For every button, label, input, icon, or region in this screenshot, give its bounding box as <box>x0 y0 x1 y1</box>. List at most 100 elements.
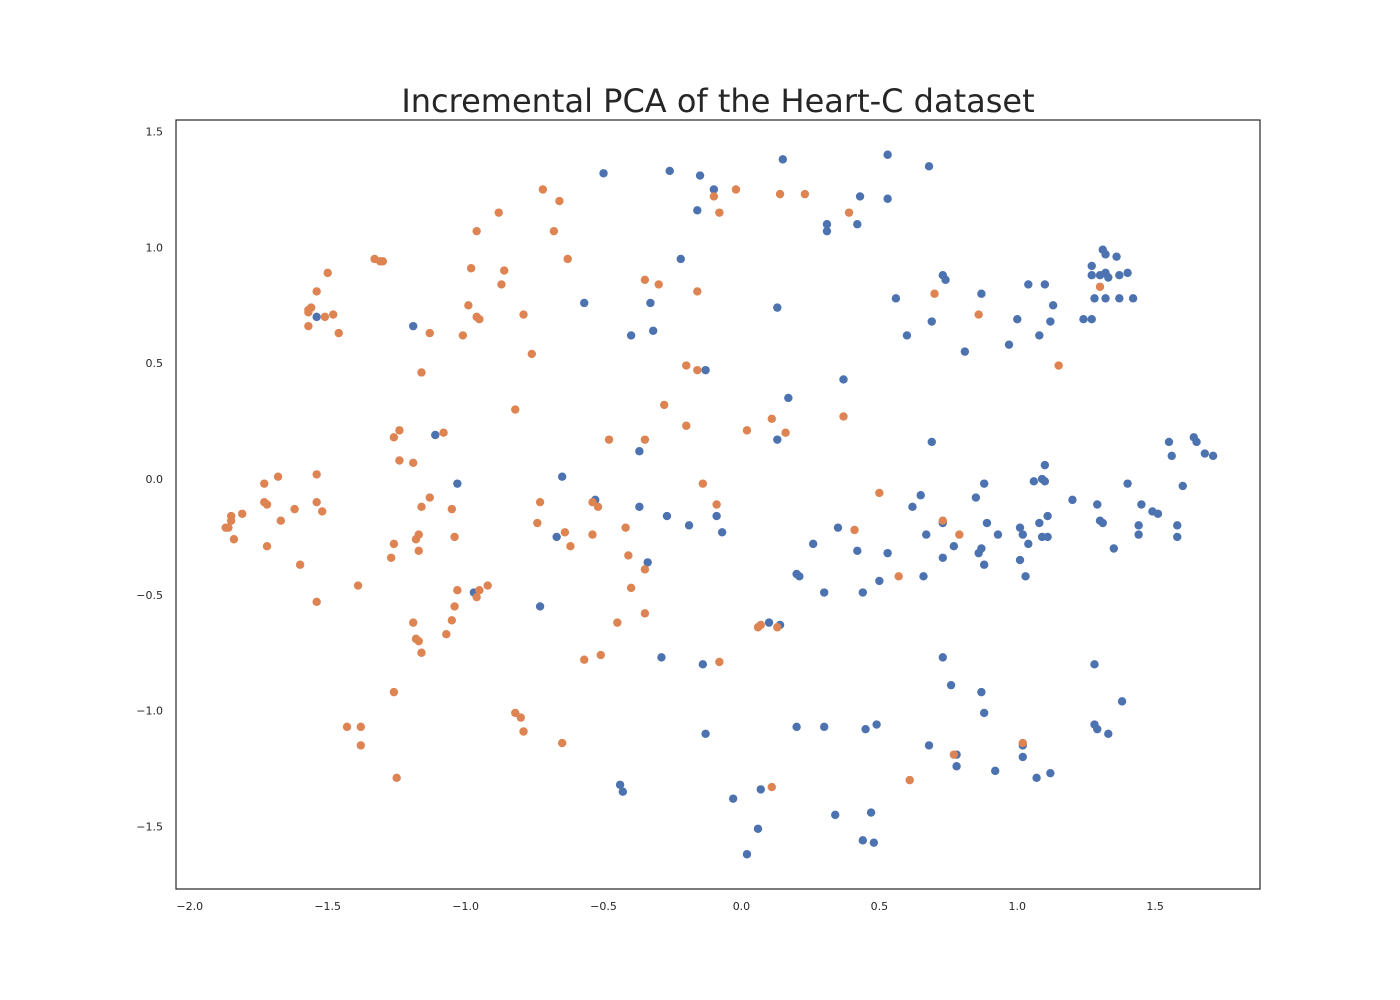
data-point <box>1117 697 1127 706</box>
data-point <box>924 162 934 171</box>
data-point <box>511 405 520 414</box>
data-point <box>450 602 459 611</box>
data-point <box>588 530 597 539</box>
data-point <box>304 308 313 317</box>
data-point <box>483 581 492 590</box>
y-tick-label: 1.0 <box>146 241 164 254</box>
data-point <box>775 189 785 199</box>
data-point <box>1018 738 1027 748</box>
data-point <box>1013 314 1022 324</box>
data-point <box>1043 532 1052 542</box>
data-point <box>941 275 950 285</box>
data-point <box>535 602 545 611</box>
data-point <box>974 548 983 558</box>
data-point <box>715 657 724 667</box>
data-point <box>1192 437 1201 447</box>
data-point <box>822 220 832 229</box>
data-point <box>808 539 818 549</box>
data-point <box>648 326 658 335</box>
data-point <box>599 169 608 178</box>
data-point <box>731 185 741 194</box>
data-point <box>312 287 321 296</box>
data-point <box>831 810 840 820</box>
data-point <box>1173 521 1182 530</box>
y-tick-label: −0.5 <box>136 589 163 602</box>
data-point <box>414 546 423 556</box>
data-point <box>1024 539 1033 549</box>
data-point <box>1015 523 1025 532</box>
data-point <box>535 497 545 507</box>
data-point <box>262 541 272 551</box>
data-point <box>924 741 934 750</box>
data-point <box>938 653 947 662</box>
data-point <box>891 294 901 303</box>
x-tick-label: −1.5 <box>314 900 341 913</box>
data-point <box>472 226 481 236</box>
data-point <box>946 680 956 690</box>
data-point <box>555 196 564 206</box>
data-point <box>475 586 484 595</box>
data-point <box>1112 252 1121 261</box>
data-point <box>566 541 575 551</box>
data-point <box>237 509 247 518</box>
data-point <box>640 565 650 574</box>
data-point <box>447 504 457 514</box>
data-point <box>1123 268 1132 278</box>
data-point <box>439 428 448 437</box>
x-tick-label: −1.0 <box>452 900 479 913</box>
data-point <box>411 535 421 544</box>
data-point <box>475 314 484 324</box>
data-point <box>1021 572 1030 581</box>
data-point <box>949 750 959 759</box>
data-point <box>1098 518 1107 528</box>
data-point <box>977 289 986 298</box>
y-tick-label: −1.5 <box>136 820 163 833</box>
data-point <box>839 412 848 421</box>
data-point <box>640 435 650 444</box>
data-point <box>1178 481 1187 491</box>
data-point <box>660 400 669 410</box>
data-point <box>665 166 674 176</box>
data-point <box>395 426 404 435</box>
data-point <box>626 583 636 593</box>
data-point <box>431 430 440 440</box>
data-point <box>580 298 589 308</box>
data-point <box>991 766 1000 776</box>
data-point <box>1004 340 1014 349</box>
data-point <box>262 500 272 509</box>
data-point <box>1040 460 1050 470</box>
data-point <box>533 518 542 528</box>
data-point <box>1040 280 1050 289</box>
data-point <box>290 504 299 514</box>
data-point <box>1095 282 1105 291</box>
data-point <box>1208 451 1218 461</box>
y-tick-label: −1.0 <box>136 705 163 718</box>
data-point <box>861 724 870 734</box>
series-2 <box>221 185 1105 792</box>
x-tick-label: 1.5 <box>1146 900 1164 913</box>
data-points <box>221 150 1218 859</box>
y-tick-label: 0.5 <box>146 357 164 370</box>
data-point <box>701 729 710 739</box>
data-point <box>712 511 721 521</box>
data-point <box>1048 301 1058 310</box>
data-point <box>458 331 468 340</box>
data-point <box>356 741 366 750</box>
data-point <box>974 310 983 319</box>
data-point <box>260 479 269 488</box>
data-point <box>905 775 914 785</box>
data-point <box>795 572 804 581</box>
data-point <box>1087 314 1096 324</box>
data-point <box>312 470 321 479</box>
data-point <box>819 588 829 597</box>
data-point <box>494 208 503 217</box>
data-point <box>971 493 981 502</box>
data-point <box>908 502 917 512</box>
data-point <box>701 365 710 375</box>
data-point <box>1015 555 1025 565</box>
data-point <box>557 472 567 481</box>
data-point <box>1115 270 1124 280</box>
data-point <box>618 787 628 796</box>
data-point <box>409 458 418 468</box>
